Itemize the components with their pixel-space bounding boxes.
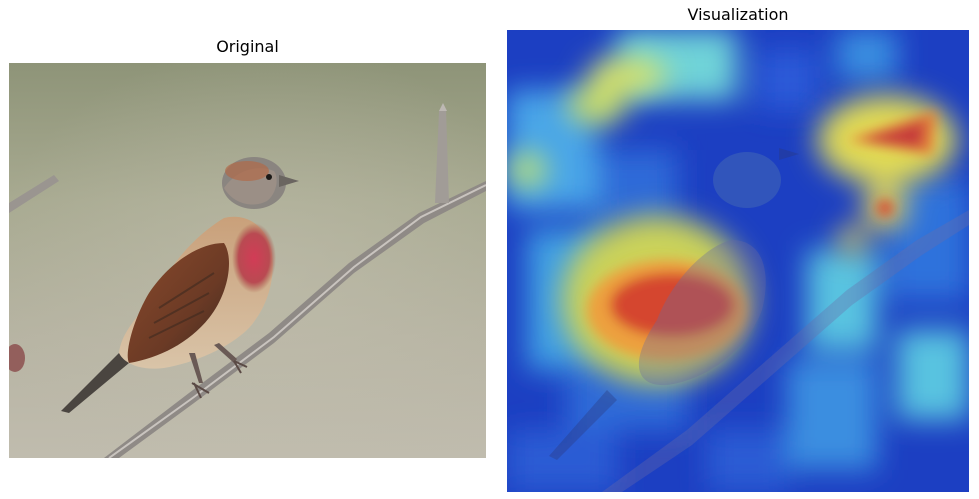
original-image: [9, 63, 486, 458]
original-title: Original: [216, 37, 279, 56]
visualization-title: Visualization: [687, 5, 789, 24]
bird-photo: [9, 63, 486, 458]
visualization-image: [507, 30, 969, 492]
heatmap-overlay: [507, 30, 969, 492]
